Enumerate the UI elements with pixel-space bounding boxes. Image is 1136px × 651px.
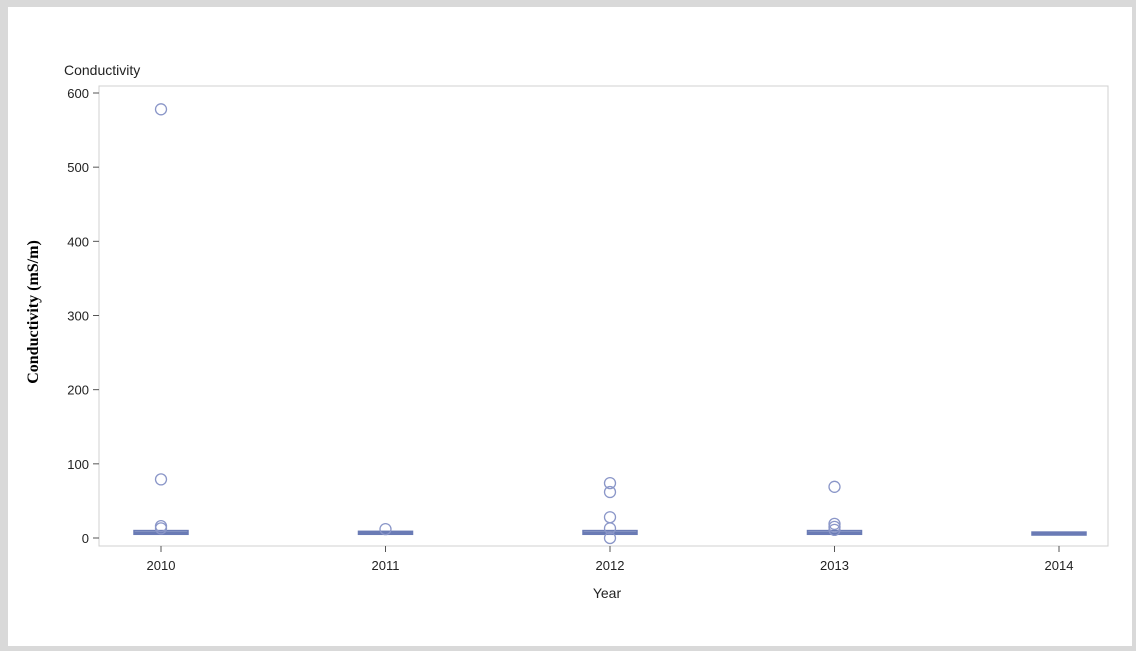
y-tick-label: 100 [67, 457, 89, 472]
outlier-point [603, 476, 617, 490]
x-tick-label: 2011 [372, 558, 400, 573]
outlier-point [828, 480, 841, 493]
plot-area [98, 85, 1109, 547]
x-axis: 2010 2011 2012 2013 2014 [147, 546, 1074, 573]
outlier-point [828, 520, 841, 534]
outlier-point [603, 485, 617, 499]
box-plot-2012 [582, 476, 638, 545]
chart-frame: Conductivity 0 100 200 300 400 500 600 2010 201… [8, 7, 1132, 646]
outlier-point [154, 522, 168, 535]
box-plot-2014 [1031, 531, 1087, 536]
outlier-point [828, 523, 841, 536]
box-plots [133, 103, 1087, 545]
x-tick-label: 2014 [1045, 558, 1074, 573]
x-tick-label: 2010 [147, 558, 176, 573]
outlier-point [379, 522, 392, 536]
x-tick-label: 2013 [820, 558, 849, 573]
chart-title: Conductivity [64, 62, 140, 78]
y-tick-label: 200 [67, 383, 89, 398]
y-axis: 0 100 200 300 400 500 600 [67, 86, 99, 546]
box-plot-2010 [133, 103, 189, 536]
y-tick-label: 300 [67, 309, 89, 324]
outlier-point [154, 103, 168, 116]
box-plot-2011 [357, 522, 414, 536]
y-tick-label: 0 [82, 531, 89, 546]
box-plot-2013 [806, 480, 863, 536]
y-axis-label: Conductivity (mS/m) [25, 240, 42, 384]
y-tick-label: 400 [67, 234, 89, 249]
outlier-point [603, 522, 617, 535]
y-tick-label: 600 [67, 86, 89, 101]
x-axis-label: Year [593, 585, 622, 601]
outlier-point [828, 517, 841, 531]
outlier-point [154, 473, 168, 486]
x-tick-label: 2012 [596, 558, 625, 573]
outlier-point [603, 531, 617, 545]
y-tick-label: 500 [67, 160, 89, 175]
